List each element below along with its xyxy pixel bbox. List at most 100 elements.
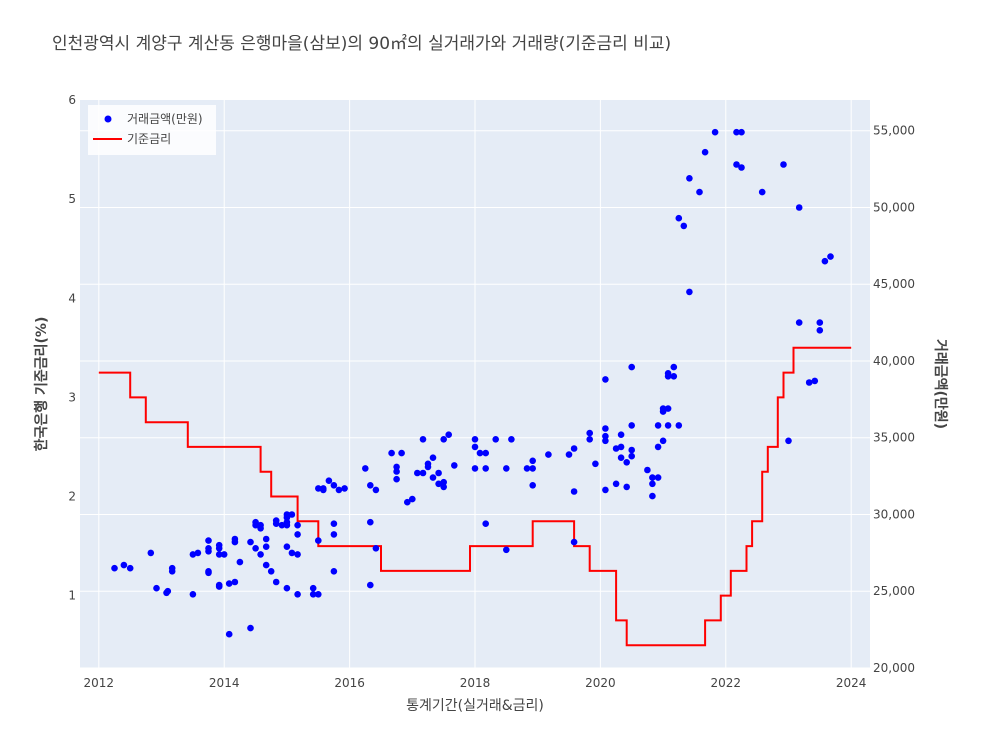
price-point xyxy=(623,483,630,491)
price-point xyxy=(388,449,395,457)
price-point xyxy=(623,459,630,466)
price-point xyxy=(440,436,448,443)
price-point xyxy=(738,164,745,171)
price-point xyxy=(372,486,380,494)
price-point xyxy=(294,521,301,529)
y-left-axis-label: 한국은행 기준금리(%) xyxy=(34,317,50,452)
price-point xyxy=(205,545,212,552)
price-point xyxy=(325,477,333,485)
price-point xyxy=(612,445,620,452)
price-point xyxy=(288,549,296,557)
price-point xyxy=(262,561,270,569)
price-point xyxy=(205,537,212,544)
y-left-tick-label: 1 xyxy=(68,589,76,603)
y-left-axis-ticks: 1 2 3 4 5 6 xyxy=(68,93,76,603)
price-point xyxy=(236,558,244,566)
price-point xyxy=(330,568,338,575)
price-point xyxy=(111,564,118,572)
y-right-tick-label: 20,000 xyxy=(873,661,915,675)
price-point xyxy=(696,188,703,196)
price-point xyxy=(315,537,322,544)
price-point xyxy=(335,486,343,494)
price-point xyxy=(592,460,599,468)
price-point xyxy=(529,465,536,472)
price-point xyxy=(628,446,635,454)
price-point xyxy=(189,591,197,598)
price-point xyxy=(215,541,223,549)
price-point xyxy=(320,486,327,494)
y-right-tick-label: 40,000 xyxy=(873,354,915,368)
price-point xyxy=(701,148,709,156)
y-right-tick-label: 25,000 xyxy=(873,584,915,598)
price-point xyxy=(429,474,437,481)
price-point xyxy=(257,521,264,529)
price-point xyxy=(205,568,212,575)
price-point xyxy=(649,492,656,500)
price-point xyxy=(659,437,667,445)
price-point xyxy=(664,422,672,429)
price-point xyxy=(153,584,160,592)
price-point xyxy=(309,584,317,592)
price-point xyxy=(821,257,829,265)
price-point xyxy=(733,161,740,168)
price-point xyxy=(164,587,172,595)
price-point xyxy=(126,564,134,572)
price-point xyxy=(654,422,662,429)
price-point xyxy=(440,478,448,486)
price-point xyxy=(680,222,688,230)
y-right-tick-label: 50,000 xyxy=(873,200,915,214)
price-point xyxy=(225,580,233,587)
price-point xyxy=(330,520,338,527)
price-point xyxy=(492,436,500,443)
price-point xyxy=(654,443,662,451)
y-left-tick-label: 5 xyxy=(68,192,76,206)
legend-scatter-marker xyxy=(104,115,112,123)
x-axis-label: 통계기간(실거래&금리) xyxy=(406,698,544,714)
price-point xyxy=(435,480,442,488)
legend[interactable]: 거래금액(만원) 기준금리 xyxy=(88,105,216,155)
price-point xyxy=(686,288,693,296)
price-point xyxy=(670,363,678,371)
price-point xyxy=(231,535,239,543)
price-point xyxy=(252,518,259,526)
y-right-axis-ticks: 20,000 25,000 30,000 35,000 40,000 45,000 50,0… xyxy=(873,124,915,675)
y-left-tick-label: 2 xyxy=(68,490,76,504)
price-point xyxy=(738,128,745,136)
price-point xyxy=(805,379,813,386)
price-point xyxy=(503,546,510,554)
price-point xyxy=(283,584,291,592)
price-point xyxy=(372,545,380,552)
y-left-tick-label: 4 xyxy=(68,291,76,305)
price-point xyxy=(602,376,609,383)
price-point xyxy=(586,429,593,437)
price-point xyxy=(194,549,202,557)
price-point xyxy=(215,551,223,558)
price-point xyxy=(429,454,437,462)
price-point xyxy=(664,370,672,377)
price-point xyxy=(602,437,609,445)
x-tick-label: 2014 xyxy=(209,676,240,690)
x-axis-ticks: 2012 2014 2016 2018 2020 2022 2024 xyxy=(84,676,867,690)
x-tick-label: 2018 xyxy=(460,676,491,690)
price-point xyxy=(482,465,490,472)
price-point xyxy=(367,518,374,526)
price-point xyxy=(330,482,338,489)
price-point xyxy=(654,474,662,481)
price-point xyxy=(294,531,301,538)
x-tick-label: 2016 xyxy=(334,676,365,690)
y-left-tick-label: 6 xyxy=(68,93,76,107)
price-point xyxy=(419,469,427,477)
price-point xyxy=(602,425,609,432)
price-point xyxy=(628,363,635,371)
chart-title: 인천광역시 계양구 계산동 은행마을(삼보)의 90㎡의 실거래가와 거래량(기… xyxy=(52,34,671,54)
price-point xyxy=(570,445,578,452)
price-point xyxy=(220,551,228,558)
price-point xyxy=(283,518,291,526)
price-point xyxy=(503,465,510,472)
price-point xyxy=(451,462,458,469)
price-point xyxy=(404,498,411,506)
price-point xyxy=(482,449,490,457)
price-point xyxy=(664,405,672,412)
price-point xyxy=(341,485,348,492)
price-point xyxy=(733,128,740,136)
